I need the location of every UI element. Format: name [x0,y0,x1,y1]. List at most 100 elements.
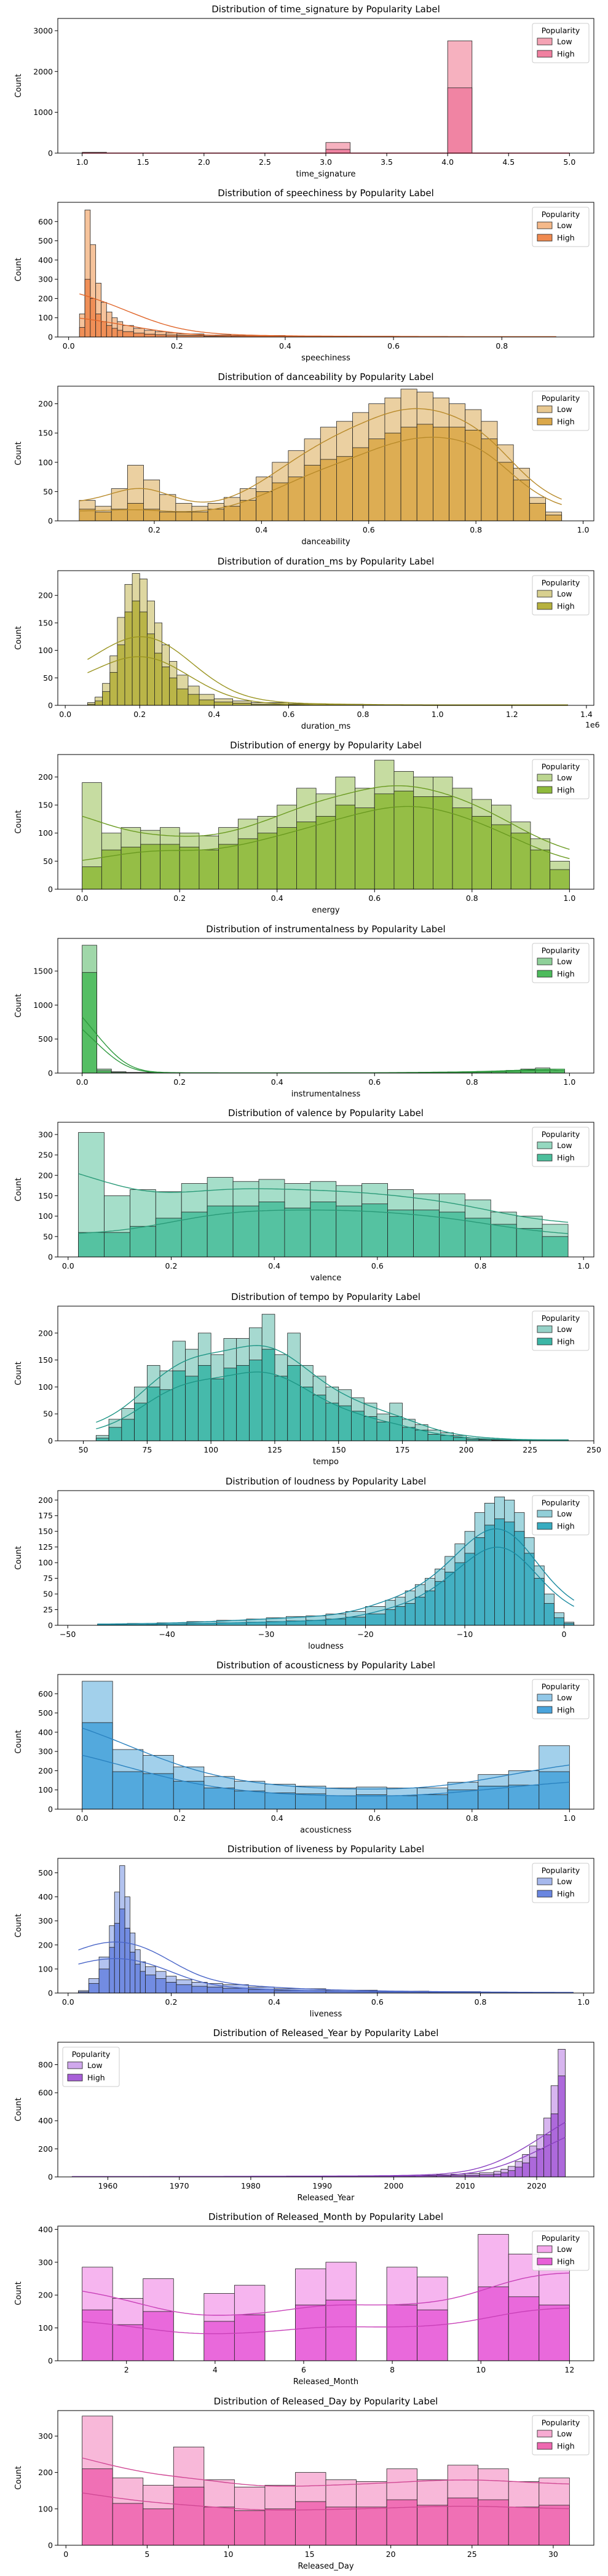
histogram-bar [169,677,178,705]
x-tick-label: 0.8 [475,1997,487,2007]
chart-svg: Distribution of danceability by Populari… [14,371,594,547]
high-density-line [96,1371,569,1441]
x-tick-label: 0.4 [268,1261,280,1270]
x-tick-label: 1.0 [563,894,575,903]
y-tick-label: 0 [48,2173,53,2182]
legend-swatch-high [537,2257,553,2265]
chart-panel: Distribution of Released_Year by Popular… [0,2024,608,2208]
histogram-bar [542,1236,569,1258]
x-tick-label: 0.8 [466,1077,478,1087]
x-tick-label: 1.2 [506,710,518,719]
histogram-bar [135,1964,141,1994]
y-tick-label: 50 [43,487,53,496]
histogram-bar [95,314,101,338]
histogram-bar [234,1790,266,1810]
histogram-bar [175,512,192,521]
histogram-bar [355,807,375,890]
x-tick-label: 0.0 [76,1077,89,1087]
chart-panel: Distribution of acousticness by Populari… [0,1656,608,1840]
chart-title: Distribution of valence by Popularity La… [228,1108,424,1119]
histogram-bar [539,2505,570,2545]
chart-svg: Distribution of Released_Year by Popular… [14,2027,594,2203]
x-tick-label: 125 [267,1445,282,1454]
chart-svg: Distribution of loudness by Popularity L… [14,1476,594,1651]
y-tick-label: 200 [38,399,53,408]
chart-title: Distribution of Released_Month by Popula… [208,2211,443,2223]
legend-swatch-low [67,2061,83,2069]
y-tick-label: 1000 [33,1001,53,1010]
histogram-bar [82,2468,113,2545]
x-tick-label: 0.8 [466,894,478,903]
histogram-bar [146,1387,160,1441]
legend-label-low: Low [557,1693,572,1702]
high-series-bars [78,1202,569,1258]
histogram-bar [207,1205,234,1258]
chart-title: Distribution of speechiness by Popularit… [218,188,434,199]
high-density-line [72,2137,566,2178]
y-tick-label: 100 [38,458,53,467]
plot-frame [57,1674,594,1810]
chart-svg: Distribution of valence by Popularity La… [14,1108,594,1283]
histogram-bar [124,1928,130,1994]
histogram-bar [109,1947,115,1994]
x-tick-label: 4.0 [441,157,454,167]
y-tick-label: 175 [38,1511,53,1520]
y-axis-label: Count [14,1730,23,1754]
histogram-bar [82,866,102,890]
histogram-bar [146,633,155,705]
histogram-bar [336,1205,363,1258]
y-tick-label: 50 [43,1232,53,1241]
y-tick-label: 400 [38,1892,53,1901]
legend-label-high: High [557,1521,575,1531]
legend-title: Popularity [542,1498,580,1507]
histogram-bar [500,2172,508,2178]
y-tick-label: 300 [38,2258,53,2267]
histogram-bar [199,849,219,890]
plot-frame [57,1306,594,1441]
histogram-bar [454,1562,465,1625]
legend-label-low: Low [557,1509,572,1518]
y-tick-label: 0 [48,148,53,157]
y-tick-label: 200 [38,772,53,782]
histogram-bar [368,438,385,521]
y-tick-label: 0 [48,2356,53,2366]
histogram-bar [95,1438,109,1441]
y-tick-label: 300 [38,1130,53,1139]
histogram-bar [464,1553,475,1625]
histogram-bar [550,2114,559,2178]
x-tick-label: 1.4 [580,710,593,719]
legend: Popularity Low High [532,1127,590,1167]
y-tick-label: 50 [43,1589,53,1598]
histogram-bar [264,2508,296,2545]
histogram-bar [539,2305,570,2361]
y-tick-label: 100 [38,1211,53,1221]
high-series-bars [82,790,570,890]
histogram-bar [395,1606,406,1625]
histogram-bar [288,477,305,521]
legend-title: Popularity [542,762,580,771]
histogram-bar [106,325,113,338]
histogram-bar [444,1571,456,1625]
x-tick-label: 175 [395,1445,410,1454]
x-tick-label: 0.0 [76,1813,89,1823]
legend-label-low: Low [557,589,572,598]
high-density-line [82,2492,570,2511]
x-axis-label: Released_Month [293,2377,358,2387]
x-tick-label: 0.6 [368,1813,381,1823]
x-tick-label: 10 [224,2550,234,2559]
histogram-bar [295,1793,326,1810]
low-density-line [79,408,562,503]
low-density-line [82,2272,570,2316]
x-tick-label: 0.4 [255,525,267,534]
chart-title: Distribution of loudness by Popularity L… [226,1476,426,1487]
y-axis-label: Count [14,442,23,466]
histogram-bar [101,849,122,890]
legend: Popularity Low High [532,1679,590,1719]
y-tick-label: 400 [38,1727,53,1737]
histogram-bar [261,1349,275,1441]
x-tick-label: 1970 [170,2181,189,2190]
histogram-bar [173,1781,205,1810]
histogram-bar [386,2499,418,2545]
histogram-bar [191,1986,208,1994]
y-tick-label: 100 [38,1785,53,1794]
